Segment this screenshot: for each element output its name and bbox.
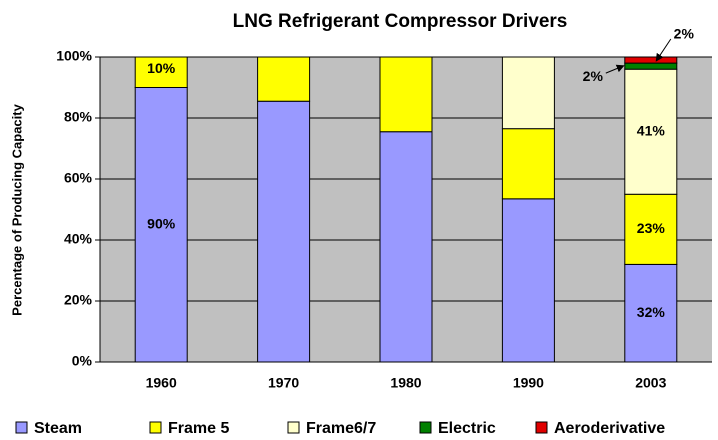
data-label: 90% <box>147 215 176 231</box>
y-tick-label: 20% <box>64 292 93 308</box>
data-label: 41% <box>637 122 666 138</box>
legend-label: Steam <box>34 420 82 437</box>
label-arrow <box>655 38 672 62</box>
bar-segment <box>257 56 311 102</box>
bar-segment <box>624 193 678 265</box>
bar-segment <box>134 56 188 88</box>
data-label: 23% <box>637 220 666 236</box>
legend-label: Aeroderivative <box>554 420 665 437</box>
y-tick-label: 60% <box>64 170 93 186</box>
x-tick-label: 1990 <box>513 375 544 391</box>
bar-segment <box>624 56 678 64</box>
label-arrow <box>605 64 625 74</box>
y-tick-label: 40% <box>64 231 93 247</box>
data-label: 32% <box>637 304 666 320</box>
y-tick-label: 100% <box>56 48 92 64</box>
bar-segment <box>501 128 555 200</box>
y-axis-label: Percentage of Producing Capacity <box>9 103 24 315</box>
data-label: 2% <box>674 26 695 42</box>
chart-title: LNG Refrigerant Compressor Drivers <box>233 11 568 32</box>
legend-swatch <box>15 421 28 434</box>
x-tick-label: 1980 <box>390 375 421 391</box>
x-tick-label: 2003 <box>635 375 666 391</box>
data-label: 2% <box>583 68 604 84</box>
bar-segment <box>624 68 678 195</box>
y-tick-label: 0% <box>72 353 93 369</box>
legend-label: Electric <box>438 420 496 437</box>
data-label: 10% <box>147 60 176 76</box>
legend-swatch <box>535 421 548 434</box>
bar-segment <box>379 131 433 363</box>
x-tick-label: 1970 <box>268 375 299 391</box>
legend-label: Frame 5 <box>168 420 229 437</box>
y-tick-label: 80% <box>64 109 93 125</box>
bar-segment <box>379 56 433 133</box>
bar-segment <box>257 100 311 363</box>
bar-segment <box>501 198 555 363</box>
legend-swatch <box>287 421 300 434</box>
x-tick-label: 1960 <box>146 375 177 391</box>
bar-segment <box>501 56 555 130</box>
bar-segment <box>624 62 678 70</box>
legend-swatch <box>419 421 432 434</box>
legend-swatch <box>149 421 162 434</box>
bar-segment <box>624 263 678 363</box>
legend-label: Frame6/7 <box>306 420 376 437</box>
